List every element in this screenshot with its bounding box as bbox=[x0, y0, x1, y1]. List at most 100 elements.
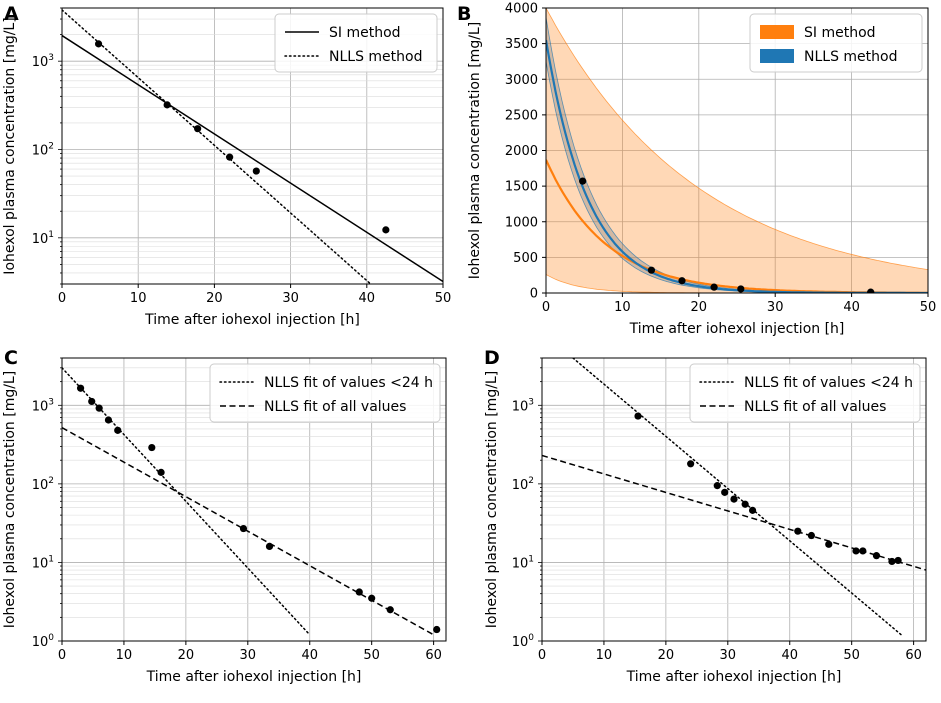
y-tick-label: 1500 bbox=[505, 180, 538, 195]
x-tick-label: 10 bbox=[614, 300, 631, 315]
data-point bbox=[888, 557, 896, 566]
y-tick-label: 2500 bbox=[505, 108, 538, 123]
x-tick-label: 30 bbox=[720, 648, 737, 663]
legend-label-nlls-method: NLLS method bbox=[804, 49, 897, 65]
axes-frame bbox=[61, 357, 447, 642]
panel-label: A bbox=[4, 3, 19, 25]
legend-label-nlls-fit-of-all-values: NLLS fit of all values bbox=[264, 399, 406, 415]
x-tick-label: 50 bbox=[920, 300, 937, 315]
panel-label: D bbox=[484, 347, 500, 369]
y-tick-label: 500 bbox=[513, 251, 538, 266]
legend-box bbox=[209, 363, 441, 423]
y-axis-label: Iohexol plasma concentration [mg/L] bbox=[2, 17, 18, 274]
x-tick-label: 20 bbox=[658, 648, 675, 663]
legend-label-nlls-method: NLLS method bbox=[329, 49, 422, 65]
x-tick-label: 10 bbox=[116, 648, 133, 663]
data-point bbox=[579, 177, 587, 185]
y-tick-label: 0 bbox=[530, 287, 538, 302]
x-tick-label: 40 bbox=[359, 291, 376, 306]
data-point bbox=[148, 443, 156, 452]
legend-label-si-method: SI method bbox=[804, 25, 876, 41]
data-point bbox=[710, 283, 718, 291]
data-point bbox=[825, 540, 833, 548]
y-tick-label: 100 bbox=[32, 633, 55, 650]
x-tick-label: 10 bbox=[130, 291, 147, 306]
y-axis-label: Iohexol plasma concentration [mg/L] bbox=[484, 371, 500, 628]
data-point bbox=[355, 588, 363, 596]
data-point bbox=[859, 547, 867, 555]
nlls-fit-of-values-24-h-line bbox=[62, 367, 311, 636]
y-tick-label: 3500 bbox=[505, 37, 538, 52]
y-tick-label: 103 bbox=[512, 397, 534, 414]
y-tick-label: 103 bbox=[32, 53, 54, 70]
x-axis-label: Time after iohexol injection [h] bbox=[626, 669, 842, 685]
nlls-fit-of-values-24-h-line bbox=[572, 358, 902, 636]
legend-box bbox=[274, 13, 438, 73]
data-point bbox=[252, 167, 260, 175]
x-tick-label: 0 bbox=[58, 291, 66, 306]
nlls-method-line bbox=[62, 9, 372, 284]
legend-label-nlls-fit-of-values-24-h: NLLS fit of values <24 h bbox=[744, 375, 913, 391]
x-tick-label: 30 bbox=[767, 300, 784, 315]
plot-content bbox=[62, 367, 441, 636]
legend-label-nlls-fit-of-all-values: NLLS fit of all values bbox=[744, 399, 886, 415]
data-point bbox=[265, 542, 274, 550]
data-point bbox=[730, 495, 738, 503]
plot-content bbox=[62, 9, 443, 284]
x-tick-label: 50 bbox=[363, 648, 380, 663]
y-tick-label: 102 bbox=[32, 141, 54, 158]
x-axis-label: Time after iohexol injection [h] bbox=[629, 321, 845, 337]
data-point bbox=[88, 397, 96, 406]
x-tick-label: 40 bbox=[843, 300, 860, 315]
x-axis-label: Time after iohexol injection [h] bbox=[146, 669, 362, 685]
y-tick-label: 101 bbox=[32, 554, 54, 571]
legend-box bbox=[689, 363, 921, 423]
y-tick-label: 102 bbox=[32, 476, 54, 493]
data-point bbox=[741, 500, 749, 508]
x-tick-label: 20 bbox=[206, 291, 223, 306]
si-method-line bbox=[62, 34, 443, 283]
x-tick-label: 10 bbox=[596, 648, 613, 663]
data-point bbox=[894, 556, 902, 565]
data-point bbox=[239, 524, 248, 533]
x-tick-label: 40 bbox=[781, 648, 798, 663]
x-tick-label: 60 bbox=[425, 648, 442, 663]
y-tick-label: 2000 bbox=[505, 144, 538, 159]
data-point bbox=[872, 552, 881, 560]
x-axis-label: Time after iohexol injection [h] bbox=[144, 312, 360, 328]
panel-label: B bbox=[457, 3, 471, 25]
y-tick-label: 4000 bbox=[505, 2, 538, 17]
legend-swatch-si-method bbox=[760, 25, 794, 39]
data-point bbox=[748, 506, 757, 514]
axes-frame bbox=[541, 357, 927, 642]
data-point bbox=[157, 468, 165, 476]
y-axis-label: Iohexol plasma concentration [mg/L] bbox=[2, 371, 18, 628]
data-point bbox=[95, 404, 103, 412]
data-point bbox=[382, 226, 390, 234]
data-point bbox=[226, 153, 234, 161]
x-tick-label: 20 bbox=[691, 300, 708, 315]
si-confidence-band bbox=[546, 8, 928, 293]
data-point bbox=[76, 384, 85, 392]
data-point bbox=[687, 460, 695, 468]
y-tick-label: 102 bbox=[512, 476, 534, 493]
y-tick-label: 103 bbox=[32, 397, 54, 414]
data-point bbox=[867, 288, 875, 293]
y-tick-label: 101 bbox=[512, 554, 534, 571]
y-tick-label: 100 bbox=[512, 633, 535, 650]
x-tick-label: 40 bbox=[301, 648, 318, 663]
x-tick-label: 0 bbox=[58, 648, 66, 663]
axes-frame bbox=[61, 7, 444, 285]
data-point bbox=[194, 125, 202, 133]
data-point bbox=[647, 266, 656, 274]
legend-label-si-method: SI method bbox=[329, 25, 401, 41]
x-tick-label: 0 bbox=[542, 300, 550, 315]
data-point bbox=[368, 594, 376, 602]
y-tick-label: 1000 bbox=[505, 215, 538, 230]
data-point bbox=[163, 101, 171, 109]
y-tick-label: 101 bbox=[32, 230, 54, 247]
data-point bbox=[721, 488, 729, 496]
data-point bbox=[114, 426, 122, 434]
legend-label-nlls-fit-of-values-24-h: NLLS fit of values <24 h bbox=[264, 375, 433, 391]
